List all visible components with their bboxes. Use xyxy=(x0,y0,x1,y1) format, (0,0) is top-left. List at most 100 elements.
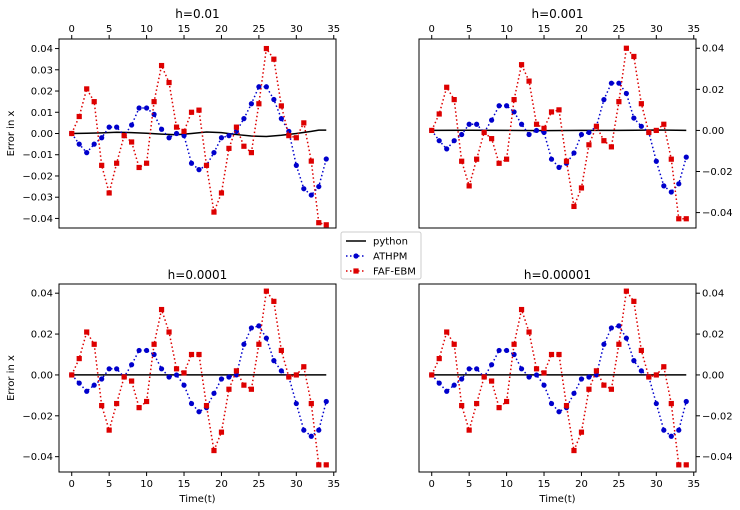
data-point-athpm xyxy=(489,117,495,123)
chart-title: h=0.001 xyxy=(531,7,583,21)
data-point-athpm xyxy=(526,374,532,380)
y-tick-label: 0.00 xyxy=(31,370,53,381)
data-point-faf-ebm xyxy=(278,347,284,354)
data-point-athpm xyxy=(496,103,502,109)
data-point-athpm xyxy=(226,133,232,139)
x-tick-label: 30 xyxy=(290,479,303,490)
data-point-athpm xyxy=(466,121,472,127)
x-tick-label: 5 xyxy=(106,479,112,490)
data-point-athpm xyxy=(323,156,329,162)
data-point-faf-ebm xyxy=(241,382,247,388)
data-point-athpm xyxy=(271,358,277,364)
legend-label-python: python xyxy=(373,237,408,248)
x-tick-label: 25 xyxy=(253,24,266,35)
data-point-faf-ebm xyxy=(668,156,674,162)
data-point-faf-ebm xyxy=(136,405,142,411)
data-point-athpm xyxy=(99,135,105,141)
y-tick-label: −0.04 xyxy=(702,452,733,463)
data-point-faf-ebm xyxy=(181,370,187,376)
legend-box xyxy=(340,231,422,280)
x-tick-label: 20 xyxy=(215,479,228,490)
data-point-faf-ebm xyxy=(676,216,682,222)
data-point-faf-ebm xyxy=(143,398,150,405)
data-point-faf-ebm xyxy=(129,139,135,145)
y-tick-label: −0.04 xyxy=(22,452,53,463)
data-point-athpm xyxy=(653,400,659,407)
data-point-athpm xyxy=(129,122,135,128)
data-point-faf-ebm xyxy=(451,97,457,103)
data-point-athpm xyxy=(218,135,225,141)
data-point-athpm xyxy=(601,341,607,347)
data-point-athpm xyxy=(211,390,217,396)
x-tick-label: 25 xyxy=(253,479,266,490)
data-point-faf-ebm xyxy=(586,386,592,392)
data-point-faf-ebm xyxy=(233,368,240,374)
y-tick-label: 0.01 xyxy=(31,108,53,119)
data-point-athpm xyxy=(616,323,622,329)
data-point-faf-ebm xyxy=(203,402,210,409)
data-point-faf-ebm xyxy=(211,209,217,215)
data-point-athpm xyxy=(173,130,180,137)
data-point-athpm xyxy=(271,96,277,103)
data-point-athpm xyxy=(451,138,457,144)
data-point-athpm xyxy=(683,154,689,160)
data-point-athpm xyxy=(578,131,585,138)
data-point-faf-ebm xyxy=(84,329,90,335)
y-tick-label: 0.04 xyxy=(702,44,724,55)
x-tick-label: 25 xyxy=(613,24,626,35)
y-tick-label: 0.00 xyxy=(702,370,724,381)
data-point-faf-ebm xyxy=(653,127,659,134)
data-point-faf-ebm xyxy=(203,162,210,168)
legend: python ATHPM FAF-EBM xyxy=(340,231,422,280)
data-point-athpm xyxy=(91,382,97,388)
data-point-faf-ebm xyxy=(99,162,105,168)
data-point-athpm xyxy=(143,105,150,111)
data-point-faf-ebm xyxy=(646,374,652,380)
y-tick-label: 0.02 xyxy=(31,330,53,341)
data-point-athpm xyxy=(158,126,165,132)
data-point-faf-ebm xyxy=(106,190,112,196)
data-point-faf-ebm xyxy=(593,123,600,129)
data-point-faf-ebm xyxy=(474,400,480,407)
axes-frame xyxy=(58,283,337,473)
data-point-athpm xyxy=(316,427,322,433)
data-point-faf-ebm xyxy=(76,355,82,362)
data-point-faf-ebm xyxy=(578,429,585,435)
data-point-athpm xyxy=(496,347,502,354)
data-point-athpm xyxy=(608,80,615,86)
x-tick-label: 30 xyxy=(650,24,663,35)
data-point-faf-ebm xyxy=(69,372,75,378)
y-tick-label: 0.04 xyxy=(31,289,53,300)
y-tick-label: 0.02 xyxy=(31,87,53,98)
x-tick-label: 20 xyxy=(215,24,228,35)
data-point-athpm xyxy=(114,124,120,130)
x-tick-label: 20 xyxy=(575,479,588,490)
data-point-faf-ebm xyxy=(541,125,547,131)
data-point-athpm xyxy=(661,183,667,189)
data-point-athpm xyxy=(99,376,105,382)
x-tick-label: 15 xyxy=(538,24,551,35)
data-point-faf-ebm xyxy=(511,341,517,347)
x-tick-label: 10 xyxy=(500,24,513,35)
data-point-athpm xyxy=(518,121,525,127)
data-point-faf-ebm xyxy=(668,400,674,407)
data-point-faf-ebm xyxy=(69,130,75,137)
data-point-faf-ebm xyxy=(129,378,135,384)
x-tick-label: 30 xyxy=(650,479,663,490)
data-point-athpm xyxy=(211,150,217,156)
data-point-faf-ebm xyxy=(241,143,247,149)
data-point-athpm xyxy=(503,347,510,354)
data-point-faf-ebm xyxy=(166,79,172,86)
data-point-athpm xyxy=(323,398,329,405)
data-point-faf-ebm xyxy=(323,222,329,228)
data-point-faf-ebm xyxy=(526,78,532,84)
data-point-athpm xyxy=(474,366,480,372)
y-tick-label: 0.00 xyxy=(702,126,724,137)
data-point-faf-ebm xyxy=(436,355,442,362)
data-point-faf-ebm xyxy=(233,124,240,130)
data-point-faf-ebm xyxy=(556,351,562,358)
data-point-athpm xyxy=(466,366,472,372)
x-tick-label: 0 xyxy=(429,479,435,490)
data-point-athpm xyxy=(106,366,112,372)
data-point-faf-ebm xyxy=(608,144,615,150)
